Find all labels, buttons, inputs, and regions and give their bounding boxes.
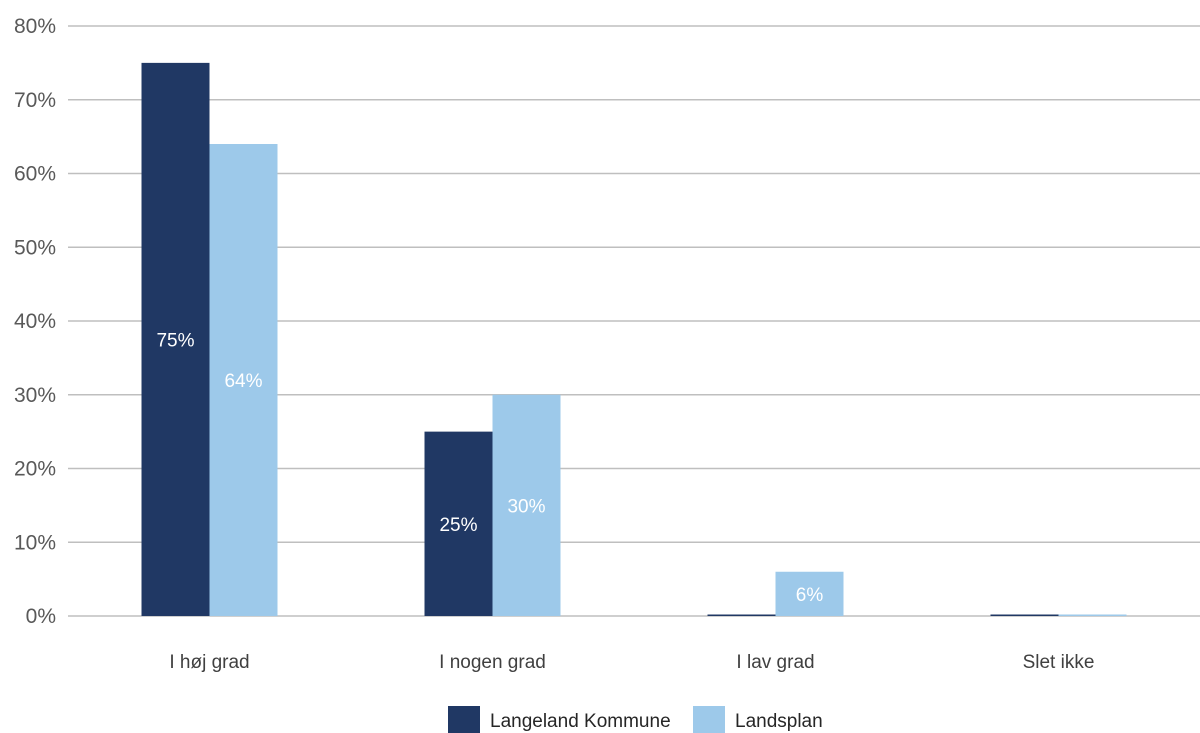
data-label: 30% — [507, 496, 545, 517]
legend: Langeland Kommune Landsplan — [448, 706, 823, 733]
legend-label: Langeland Kommune — [490, 711, 671, 732]
data-label: 6% — [796, 585, 824, 606]
bar-landsplan — [775, 571, 844, 616]
y-tick-label: 50% — [14, 236, 56, 259]
bar-langeland — [141, 62, 210, 616]
y-tick-label: 70% — [14, 89, 56, 112]
data-labels: 75% 64% 25% 30% 6% — [156, 330, 823, 605]
bars — [141, 62, 1127, 616]
y-tick-label: 80% — [14, 15, 56, 38]
data-label: 64% — [224, 371, 262, 392]
y-tick-label: 30% — [14, 384, 56, 407]
y-tick-label: 10% — [14, 531, 56, 554]
data-label: 75% — [156, 330, 194, 351]
bar-langeland — [707, 614, 776, 616]
bar-landsplan — [492, 394, 561, 616]
y-axis-tick-labels: 0% 10% 20% 30% 40% 50% 60% 70% 80% — [14, 15, 56, 628]
bar-langeland — [424, 431, 493, 616]
y-tick-label: 0% — [26, 605, 56, 628]
bar-landsplan — [1058, 614, 1127, 616]
bar-landsplan — [209, 144, 278, 616]
legend-label: Landsplan — [735, 711, 823, 732]
data-label: 25% — [439, 515, 477, 536]
y-tick-label: 40% — [14, 310, 56, 333]
category-label: I lav grad — [736, 652, 814, 673]
legend-swatch — [448, 706, 480, 733]
legend-swatch — [693, 706, 725, 733]
x-axis-category-labels: I høj grad I nogen grad I lav grad Slet ikk… — [169, 652, 1094, 673]
y-tick-label: 20% — [14, 458, 56, 481]
category-label: Slet ikke — [1023, 652, 1095, 673]
y-tick-label: 60% — [14, 163, 56, 186]
bar-langeland — [990, 614, 1059, 616]
category-label: I høj grad — [169, 652, 249, 673]
category-label: I nogen grad — [439, 652, 546, 673]
